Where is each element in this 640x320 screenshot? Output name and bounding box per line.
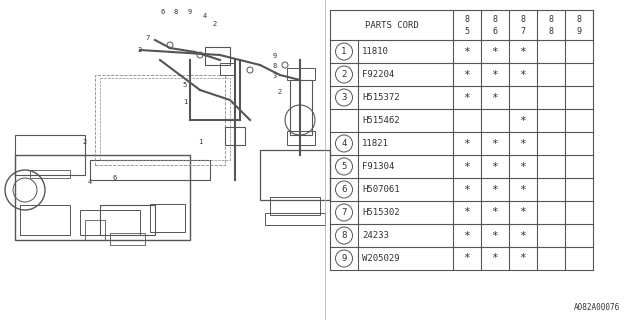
Text: 4: 4 [203,13,207,19]
Text: *: * [492,207,499,218]
Text: F92204: F92204 [362,70,394,79]
Text: *: * [520,46,526,57]
Text: *: * [492,92,499,102]
Text: H515462: H515462 [362,116,399,125]
Text: 3: 3 [273,73,277,79]
Text: *: * [463,46,470,57]
Text: *: * [463,139,470,148]
Bar [20,205,70,235]
Text: 7: 7 [520,27,525,36]
Bar [90,160,210,180]
Text: *: * [463,69,470,79]
Text: 9: 9 [577,27,582,36]
Text: 2: 2 [138,47,142,53]
Text: *: * [520,230,526,241]
Text: *: * [520,116,526,125]
Text: 8: 8 [273,63,277,69]
Text: *: * [520,185,526,195]
Bar [15,135,85,175]
Text: 8: 8 [493,14,497,23]
Bar [15,155,190,240]
Text: *: * [492,162,499,172]
Text: PARTS CORD: PARTS CORD [365,20,419,29]
Bar [95,75,225,165]
Text: *: * [520,139,526,148]
Text: 9: 9 [341,254,347,263]
Text: F91304: F91304 [362,162,394,171]
Bar [150,204,185,232]
Text: *: * [492,139,499,148]
Text: 1: 1 [198,139,202,145]
Bar [80,210,140,235]
Text: 8: 8 [174,9,178,15]
Bar [287,68,315,80]
Text: *: * [492,230,499,241]
Text: 6: 6 [341,185,347,194]
Text: 8: 8 [520,14,525,23]
Text: 5: 5 [465,27,470,36]
Bar [265,213,325,225]
Bar [220,63,235,75]
Text: 6: 6 [493,27,497,36]
Text: 5: 5 [183,82,187,88]
Bar [287,131,315,145]
Text: 4: 4 [88,179,92,185]
Text: 11821: 11821 [362,139,389,148]
Text: 8: 8 [548,14,554,23]
Bar [270,197,320,215]
Text: 24233: 24233 [362,231,389,240]
Text: H515302: H515302 [362,208,399,217]
Text: *: * [463,92,470,102]
Text: 1: 1 [183,99,187,105]
Text: 8: 8 [341,231,347,240]
Text: *: * [463,162,470,172]
Text: *: * [463,253,470,263]
Text: *: * [463,230,470,241]
Text: *: * [520,253,526,263]
Text: 1: 1 [341,47,347,56]
Text: *: * [520,162,526,172]
Text: H507061: H507061 [362,185,399,194]
Bar [30,170,70,178]
Text: 3: 3 [341,93,347,102]
Text: 9: 9 [273,53,277,59]
Bar [225,127,245,145]
Text: 8: 8 [548,27,554,36]
Text: *: * [520,69,526,79]
Text: H515372: H515372 [362,93,399,102]
Text: 6: 6 [113,175,117,181]
Text: 8: 8 [577,14,582,23]
Text: *: * [492,46,499,57]
Text: W205029: W205029 [362,254,399,263]
Text: 4: 4 [341,139,347,148]
Text: *: * [463,185,470,195]
Text: 11810: 11810 [362,47,389,56]
Text: 2: 2 [341,70,347,79]
Text: *: * [520,207,526,218]
Text: *: * [492,69,499,79]
Text: 8: 8 [465,14,470,23]
Text: 6: 6 [161,9,165,15]
Text: 2: 2 [83,139,87,145]
Text: 7: 7 [341,208,347,217]
Text: 9: 9 [188,9,192,15]
Bar [205,47,230,65]
Bar [110,233,145,245]
Text: 5: 5 [341,162,347,171]
Text: 7: 7 [146,35,150,41]
Text: *: * [492,185,499,195]
Text: 2: 2 [213,21,217,27]
Bar [100,205,155,235]
Bar [260,150,330,200]
Bar [290,80,312,135]
Text: A082A00076: A082A00076 [573,303,620,312]
Text: *: * [492,253,499,263]
Bar [85,220,105,240]
Text: *: * [463,207,470,218]
Text: 2: 2 [278,89,282,95]
